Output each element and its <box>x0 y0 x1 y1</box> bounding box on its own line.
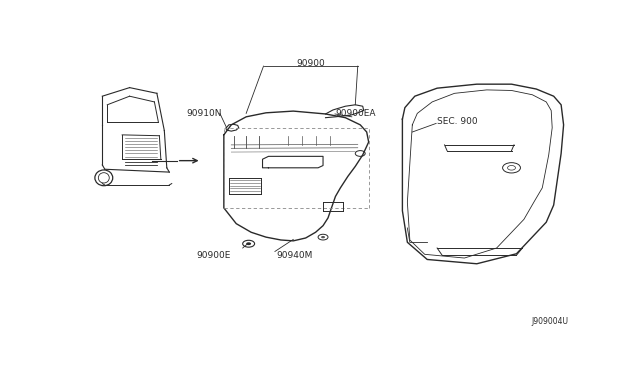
Text: 90940M: 90940M <box>276 251 312 260</box>
Text: 90910N: 90910N <box>187 109 222 118</box>
Circle shape <box>321 236 325 238</box>
Text: 90900E: 90900E <box>196 251 231 260</box>
Text: SEC. 900: SEC. 900 <box>437 118 477 126</box>
Text: 90900: 90900 <box>296 59 325 68</box>
Text: 90900EA: 90900EA <box>335 109 376 118</box>
Circle shape <box>246 242 251 245</box>
Text: J909004U: J909004U <box>532 317 568 326</box>
